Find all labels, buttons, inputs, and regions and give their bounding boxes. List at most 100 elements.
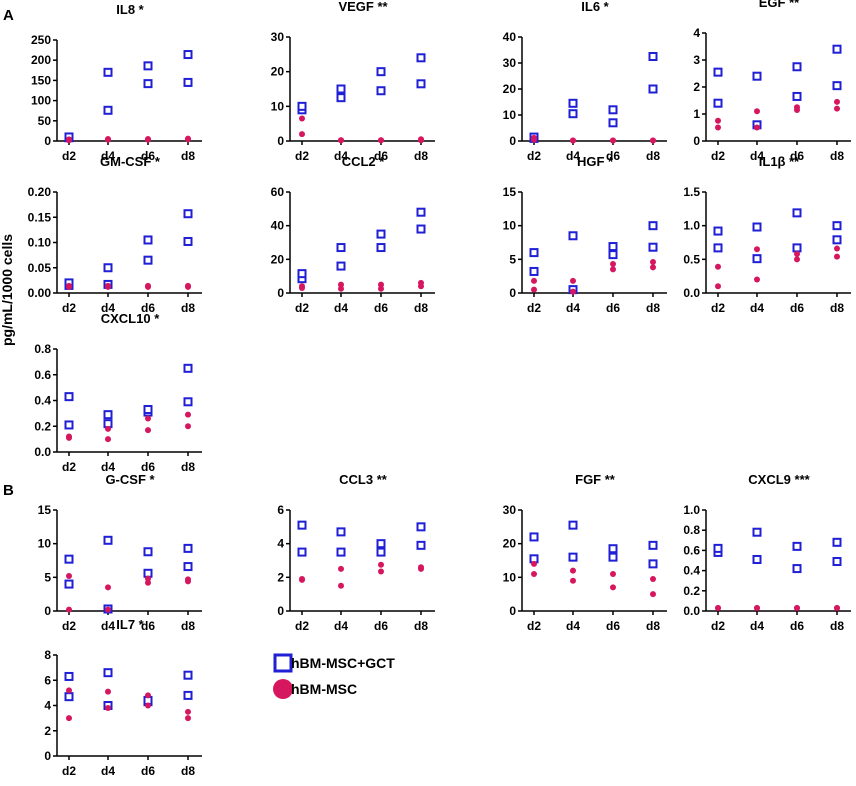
- data-point-gct: [376, 243, 386, 253]
- data-point-gct: [143, 547, 153, 557]
- data-point-gct: [792, 243, 802, 253]
- data-point-msc: [105, 282, 111, 289]
- y-tick-label: 1.5: [683, 185, 700, 199]
- data-point-gct: [608, 118, 618, 128]
- data-point-msc: [794, 104, 800, 111]
- data-point-msc: [66, 715, 72, 722]
- y-tick-label: 0: [277, 134, 284, 148]
- y-tick-label: 0.4: [34, 394, 51, 408]
- y-tick-label: 10: [503, 219, 517, 233]
- x-tick-label: d8: [414, 619, 428, 633]
- data-point-msc: [834, 604, 840, 611]
- data-point-msc: [794, 250, 800, 257]
- data-point-msc: [834, 253, 840, 260]
- data-point-gct: [648, 52, 658, 61]
- chart-panel: EGF ** 0 1 2 3 4 d2 d4 d6 d8: [693, 0, 851, 163]
- data-point-gct: [713, 226, 723, 236]
- data-point-msc: [378, 561, 384, 568]
- y-tick-label: 30: [503, 56, 517, 70]
- data-point-gct: [416, 224, 426, 234]
- data-point-gct: [713, 98, 723, 108]
- chart-title: G-CSF *: [105, 472, 155, 487]
- data-point-gct: [376, 67, 386, 77]
- y-tick-label: 0: [44, 604, 51, 618]
- y-tick-label: 10: [503, 570, 517, 584]
- data-point-gct: [648, 84, 658, 94]
- y-tick-label: 1.0: [683, 219, 700, 233]
- data-point-gct: [103, 263, 113, 273]
- x-tick-label: d2: [295, 619, 309, 633]
- x-tick-label: d8: [181, 460, 195, 474]
- data-point-msc: [754, 124, 760, 131]
- data-point-gct: [64, 692, 74, 702]
- x-tick-label: d8: [830, 619, 844, 633]
- chart-title: EGF **: [759, 0, 800, 10]
- data-point-gct: [297, 269, 307, 279]
- x-tick-label: d4: [101, 764, 115, 778]
- data-point-msc: [650, 137, 656, 144]
- legend-marker-gct: [273, 653, 293, 673]
- x-tick-label: d4: [566, 301, 580, 315]
- data-point-msc: [105, 425, 111, 432]
- y-tick-label: 0: [277, 604, 284, 618]
- chart-title: IL6 *: [581, 0, 609, 14]
- legend-label-msc: hBM-MSC: [291, 681, 357, 697]
- chart-title: CXCL9 ***: [748, 472, 810, 487]
- data-point-msc: [105, 436, 111, 443]
- data-point-msc: [145, 135, 151, 142]
- y-tick-label: 0.0: [683, 286, 700, 300]
- data-point-gct: [143, 61, 153, 71]
- y-tick-label: 0.00: [28, 286, 52, 300]
- chart-panel: CXCL9 *** 0.0 0.2 0.4 0.6 0.8 1.0 d2 d4 d6 d8: [683, 472, 851, 633]
- data-point-gct: [608, 552, 618, 562]
- y-tick-label: 0: [509, 604, 516, 618]
- x-tick-label: d6: [606, 149, 620, 163]
- chart-title: IL7 *: [116, 617, 144, 632]
- data-point-gct: [143, 79, 153, 89]
- y-tick-label: 2: [693, 80, 700, 94]
- data-point-gct: [64, 554, 74, 564]
- data-point-msc: [650, 591, 656, 598]
- data-point-msc: [145, 415, 151, 422]
- data-point-gct: [713, 543, 723, 553]
- x-tick-label: d4: [750, 149, 764, 163]
- data-point-msc: [418, 137, 424, 144]
- y-tick-label: 0: [277, 286, 284, 300]
- data-point-msc: [145, 427, 151, 434]
- x-tick-label: d8: [830, 301, 844, 315]
- y-tick-label: 0: [693, 134, 700, 148]
- chart-panel: CCL3 ** 0 2 4 6 d2 d4 d6 d8: [277, 472, 435, 633]
- x-tick-label: d6: [606, 301, 620, 315]
- y-tick-label: 6: [44, 673, 51, 687]
- data-point-msc: [610, 137, 616, 144]
- x-tick-label: d2: [711, 619, 725, 633]
- data-point-msc: [299, 131, 305, 138]
- y-tick-label: 4: [277, 537, 284, 551]
- data-point-msc: [754, 246, 760, 253]
- data-point-gct: [608, 250, 618, 260]
- x-tick-label: d6: [141, 149, 155, 163]
- y-tick-label: 4: [44, 699, 51, 713]
- data-point-gct: [648, 221, 658, 231]
- y-tick-label: 0.15: [28, 210, 52, 224]
- data-point-gct: [832, 537, 842, 547]
- y-tick-label: 0.2: [683, 584, 700, 598]
- x-tick-label: d4: [334, 301, 348, 315]
- y-tick-label: 0.6: [34, 368, 51, 382]
- data-point-msc: [105, 584, 111, 591]
- y-tick-label: 0.0: [683, 604, 700, 618]
- y-tick-label: 0.05: [28, 261, 52, 275]
- data-point-gct: [336, 93, 346, 103]
- x-tick-label: d8: [414, 301, 428, 315]
- data-point-gct: [64, 671, 74, 681]
- x-tick-label: d4: [566, 149, 580, 163]
- data-point-msc: [185, 576, 191, 583]
- x-tick-label: d8: [830, 149, 844, 163]
- data-point-gct: [376, 539, 386, 549]
- data-point-msc: [66, 282, 72, 289]
- data-point-msc: [145, 282, 151, 289]
- x-tick-label: d8: [646, 301, 660, 315]
- data-point-msc: [570, 288, 576, 295]
- data-point-gct: [568, 109, 578, 119]
- data-point-gct: [183, 363, 193, 373]
